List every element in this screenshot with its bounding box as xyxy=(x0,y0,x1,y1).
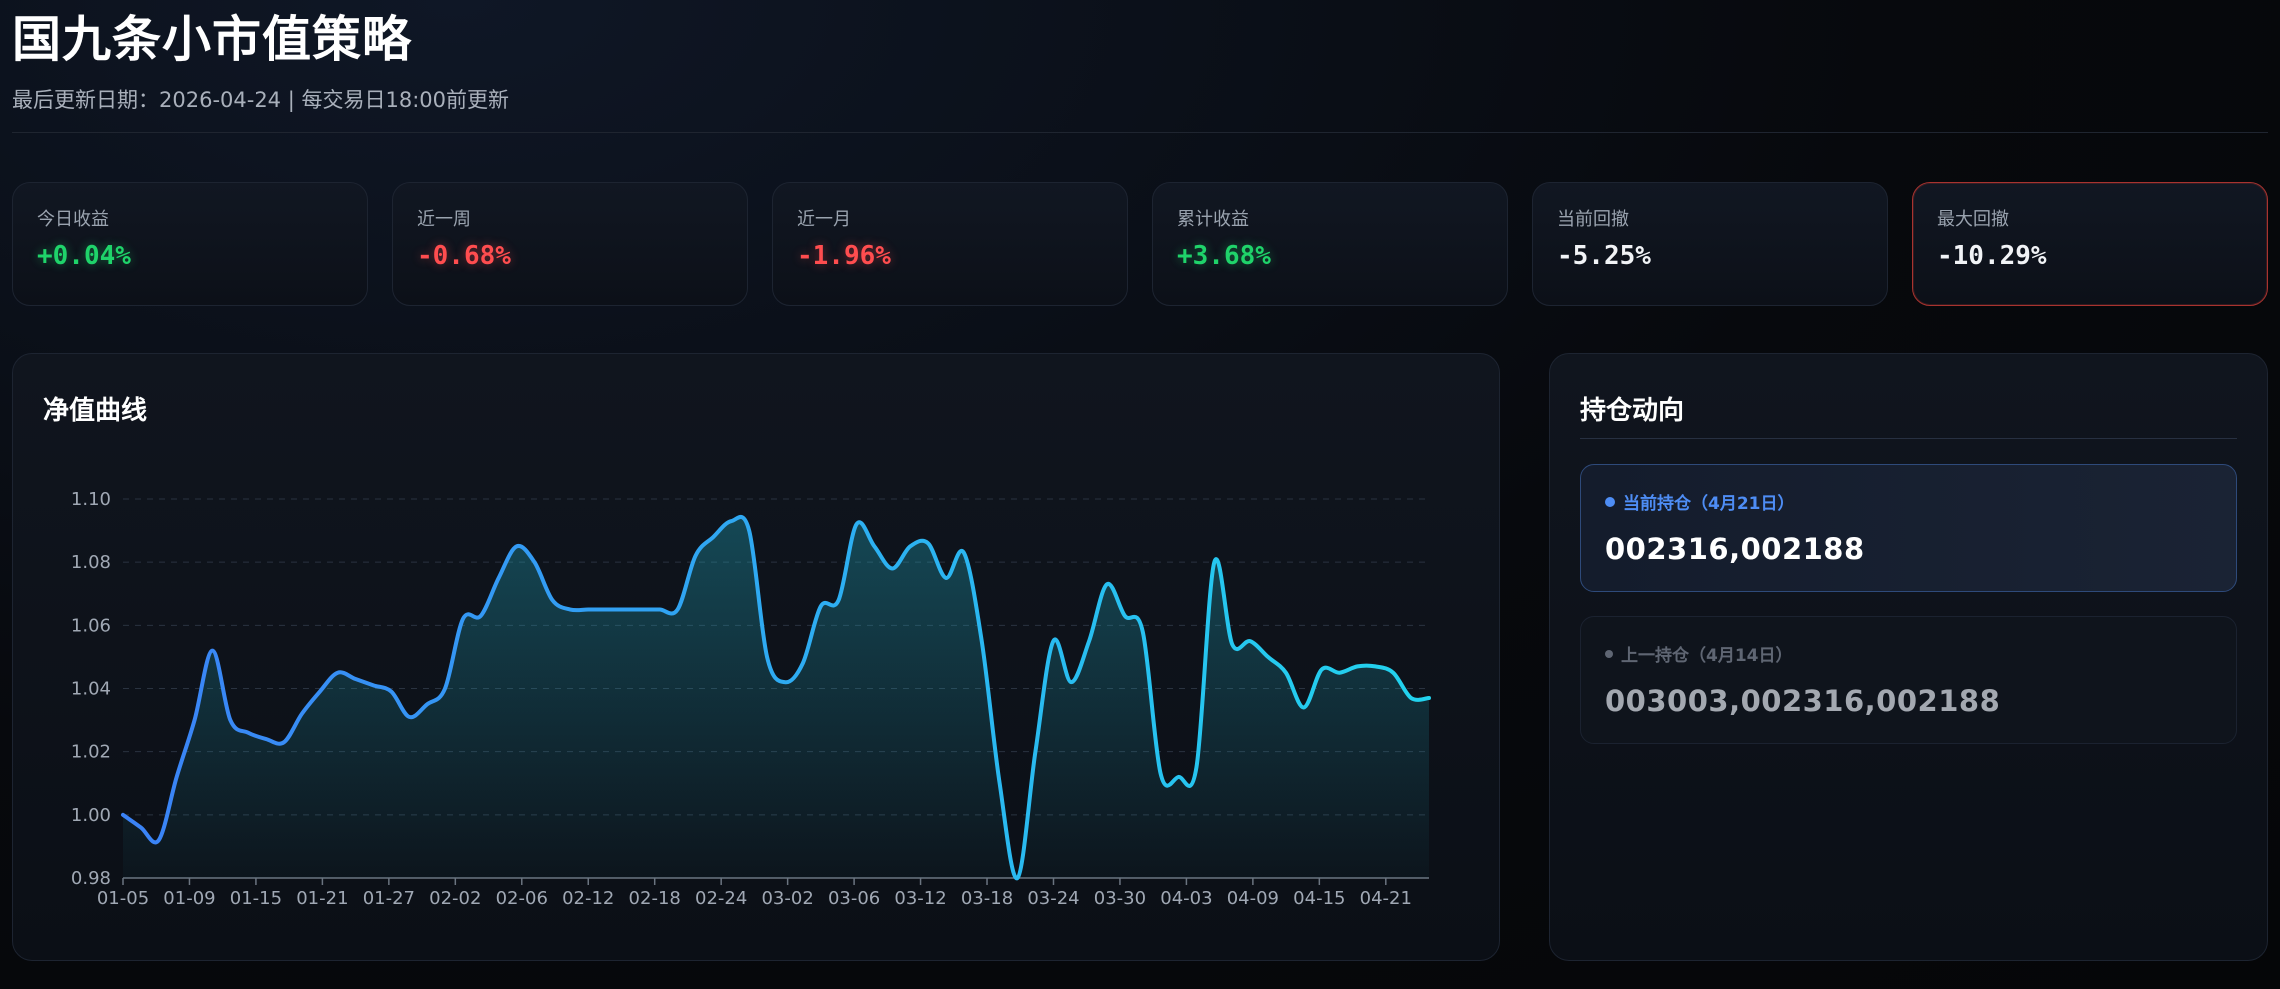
x-tick-label: 03-24 xyxy=(1027,888,1079,909)
stat-value: +0.04% xyxy=(37,241,131,271)
nav-chart[interactable]: 0.98 1.00 1.02 1.04 1.06 1.08 1.10 01-05 01-09 01… xyxy=(13,354,1501,962)
x-tick-label: 03-12 xyxy=(894,888,946,909)
previous-holdings-header: 上一持仓（4月14日） xyxy=(1605,641,2236,666)
y-tick-label: 1.04 xyxy=(71,679,111,700)
x-tick-label: 02-24 xyxy=(695,888,747,909)
stat-card-month: 近一月 -1.96% xyxy=(772,182,1128,306)
stat-card-current-drawdown: 当前回撤 -5.25% xyxy=(1532,182,1888,306)
nav-line xyxy=(121,514,1431,881)
x-tick-label: 02-02 xyxy=(429,888,481,909)
stat-label: 近一周 xyxy=(417,209,471,230)
x-tick-label: 01-05 xyxy=(97,888,149,909)
page-header: 国九条小市值策略 最后更新日期：2026-04-24 | 每交易日18:00前更… xyxy=(12,10,2268,114)
holdings-divider xyxy=(1580,438,2237,439)
x-tick-label: 02-18 xyxy=(629,888,681,909)
stat-value: -0.68% xyxy=(417,241,511,271)
stat-value: +3.68% xyxy=(1177,241,1271,271)
status-dot-icon xyxy=(1605,649,1613,658)
x-tick-label: 04-09 xyxy=(1227,888,1279,909)
page-title: 国九条小市值策略 xyxy=(12,11,413,68)
stat-card-today: 今日收益 +0.04% xyxy=(12,182,368,306)
x-tick-label: 04-15 xyxy=(1293,888,1345,909)
stat-label: 当前回撤 xyxy=(1557,209,1629,230)
previous-holdings-label: 上一持仓（4月14日） xyxy=(1621,646,1793,666)
stat-value: -10.29% xyxy=(1937,241,2047,271)
stat-card-cumulative: 累计收益 +3.68% xyxy=(1152,182,1508,306)
stat-label: 最大回撤 xyxy=(1937,209,2009,230)
nav-area xyxy=(123,516,1429,879)
x-tick-label: 04-03 xyxy=(1160,888,1212,909)
stat-card-week: 近一周 -0.68% xyxy=(392,182,748,306)
y-tick-label: 1.08 xyxy=(71,552,111,573)
nav-chart-panel: 净值曲线 0.98 1.00 1.02 1.04 1.06 1.08 1.10 01-05 01… xyxy=(12,353,1500,961)
x-tick-label: 03-18 xyxy=(961,888,1013,909)
x-tick-label: 01-21 xyxy=(296,888,348,909)
holdings-panel: 持仓动向 当前持仓（4月21日） 002316,002188 上一持仓（4月14… xyxy=(1549,353,2268,961)
stat-value: -1.96% xyxy=(797,241,891,271)
update-info: 最后更新日期：2026-04-24 | 每交易日18:00前更新 xyxy=(12,88,509,112)
previous-holdings-codes: 003003,002316,002188 xyxy=(1605,684,2001,718)
x-tick-label: 04-21 xyxy=(1360,888,1412,909)
stat-label: 累计收益 xyxy=(1177,209,1249,230)
stat-label: 今日收益 xyxy=(37,209,109,230)
stat-label: 近一月 xyxy=(797,209,851,230)
x-tick-label: 02-06 xyxy=(496,888,548,909)
x-tick-label: 03-06 xyxy=(828,888,880,909)
current-holdings-card: 当前持仓（4月21日） 002316,002188 xyxy=(1580,464,2237,592)
current-holdings-codes: 002316,002188 xyxy=(1605,532,1865,566)
y-tick-label: 0.98 xyxy=(71,868,111,889)
x-tick-label: 03-02 xyxy=(761,888,813,909)
stats-row: 今日收益 +0.04% 近一周 -0.68% 近一月 -1.96% 累计收益 +… xyxy=(12,182,2268,306)
x-tick-label: 03-30 xyxy=(1094,888,1146,909)
y-tick-label: 1.00 xyxy=(71,805,111,826)
x-tick-label: 01-27 xyxy=(363,888,415,909)
y-tick-label: 1.02 xyxy=(71,742,111,763)
x-tick-label: 02-12 xyxy=(562,888,614,909)
stat-value: -5.25% xyxy=(1557,241,1651,271)
previous-holdings-card: 上一持仓（4月14日） 003003,002316,002188 xyxy=(1580,616,2237,744)
holdings-title: 持仓动向 xyxy=(1580,396,1685,426)
chart-title: 净值曲线 xyxy=(43,396,148,426)
current-holdings-header: 当前持仓（4月21日） xyxy=(1605,489,2236,514)
current-holdings-label: 当前持仓（4月21日） xyxy=(1623,494,1795,514)
y-tick-label: 1.10 xyxy=(71,489,111,510)
x-tick-label: 01-09 xyxy=(163,888,215,909)
stat-card-max-drawdown: 最大回撤 -10.29% xyxy=(1912,182,2268,306)
x-tick-label: 01-15 xyxy=(230,888,282,909)
y-tick-label: 1.06 xyxy=(71,615,111,636)
header-divider xyxy=(12,132,2268,133)
status-dot-icon xyxy=(1605,496,1615,507)
